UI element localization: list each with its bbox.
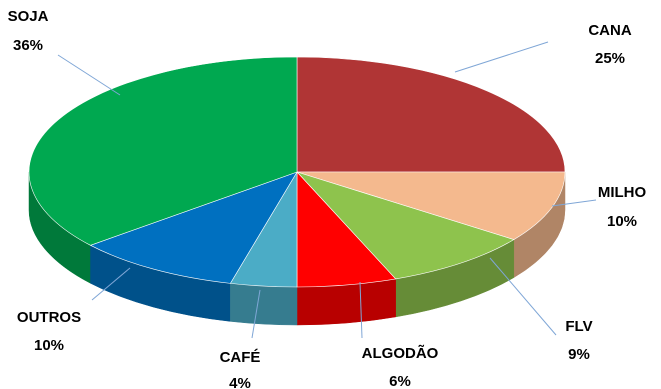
slice-label-cana-name: CANA: [588, 22, 631, 39]
leader-line-soja: [57, 54, 121, 96]
slice-label-milho-name: MILHO: [598, 184, 647, 201]
leader-line-algodao: [359, 281, 363, 339]
slice-label-cana-value: 25%: [595, 50, 625, 67]
pie-slice-flv: [296, 171, 515, 280]
slice-label-algodao-name: ALGODÃO: [362, 344, 439, 362]
pie-slice-milho: [296, 171, 566, 240]
pie-slice-cana: [296, 56, 566, 173]
slice-label-soja-value: 36%: [13, 37, 43, 54]
slice-label-milho-value: 10%: [607, 213, 637, 230]
slice-label-outros-value: 10%: [34, 337, 64, 354]
pie-tops: [28, 56, 566, 288]
slice-label-flv-name: FLV: [565, 318, 592, 335]
pie-sides: [28, 171, 566, 326]
slice-label-algodao-value: 6%: [389, 373, 411, 389]
slice-label-soja-name: SOJA: [8, 8, 49, 25]
leader-lines: [57, 41, 597, 339]
pie-side-cafe: [230, 283, 298, 326]
slice-label-outros-name: OUTROS: [17, 309, 81, 326]
slice-label-flv-value: 9%: [568, 346, 590, 363]
leader-line-milho: [551, 199, 597, 207]
slice-label-cafe-value: 4%: [229, 375, 251, 389]
pie-slice-soja: [28, 56, 298, 246]
leader-line-flv: [489, 257, 557, 336]
leader-line-outros: [91, 267, 131, 301]
slice-label-cafe-name: CAFÉ: [220, 349, 261, 366]
leader-line-cafe: [251, 289, 261, 339]
pie-slice-outros: [89, 171, 298, 284]
leader-line-cana: [454, 41, 549, 73]
